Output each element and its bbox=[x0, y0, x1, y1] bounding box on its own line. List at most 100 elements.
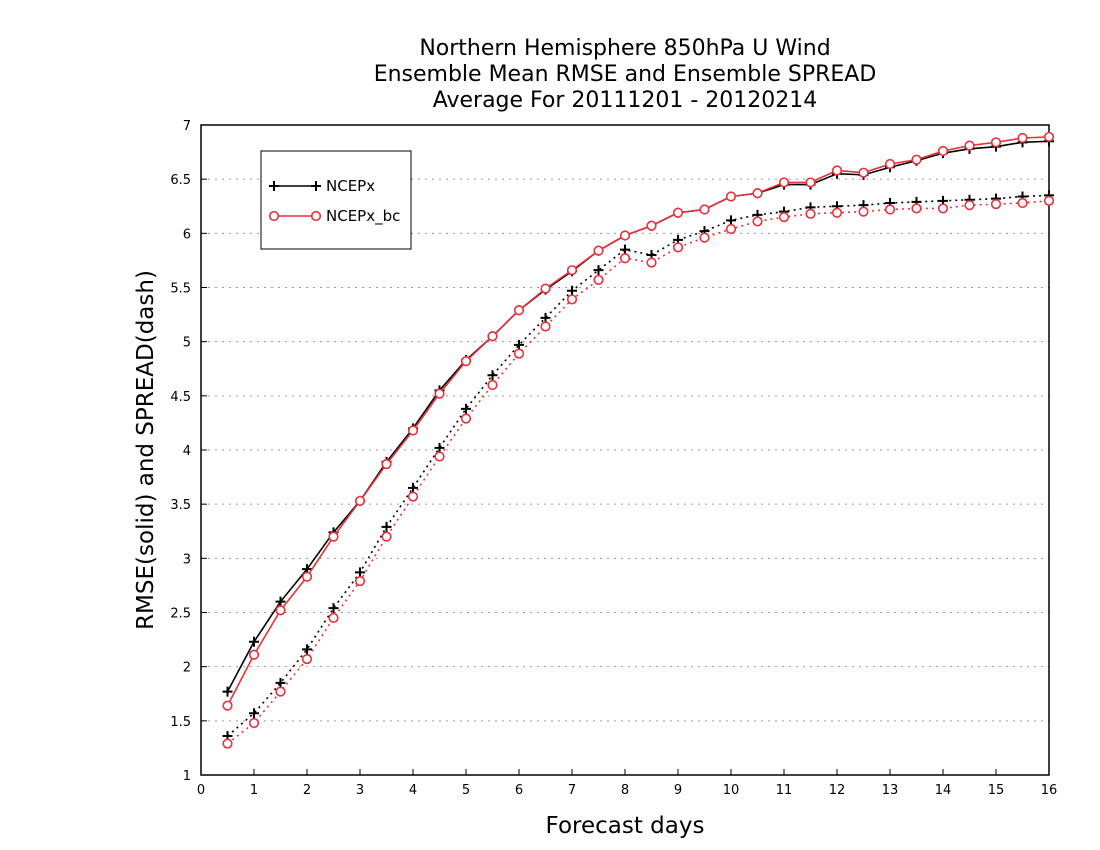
point-ncepx-spread-15 bbox=[620, 244, 630, 255]
x-tick-label-12: 12 bbox=[829, 783, 846, 798]
x-tick-label-11: 11 bbox=[776, 783, 793, 798]
point-ncepx-bc-rmse-26 bbox=[911, 154, 922, 165]
point-ncepx-spread-10 bbox=[487, 370, 498, 381]
point-ncepx-bc-rmse-2 bbox=[275, 605, 286, 616]
point-ncepx-bc-rmse-4 bbox=[328, 531, 339, 542]
x-axis-title: Forecast days bbox=[546, 813, 705, 839]
x-tick-label-3: 3 bbox=[356, 783, 364, 798]
point-ncepx-bc-rmse-18 bbox=[699, 204, 710, 215]
legend-marker-left-0 bbox=[269, 181, 279, 191]
point-ncepx-bc-spread-26 bbox=[911, 203, 922, 214]
point-ncepx-spread-5 bbox=[355, 567, 365, 578]
point-ncepx-spread-3 bbox=[302, 644, 312, 655]
x-tick-label-16: 16 bbox=[1041, 783, 1058, 798]
point-ncepx-bc-spread-0 bbox=[222, 738, 233, 749]
point-ncepx-bc-rmse-7 bbox=[407, 425, 419, 436]
point-ncepx-bc-spread-2 bbox=[275, 686, 286, 697]
point-ncepx-bc-spread-5 bbox=[354, 575, 366, 587]
y-tick-label-7: 4.5 bbox=[170, 390, 191, 405]
point-ncepx-bc-spread-25 bbox=[884, 204, 896, 215]
legend-label-0: NCEPx bbox=[326, 177, 375, 195]
y-tick-label-5: 3.5 bbox=[170, 498, 191, 513]
point-ncepx-bc-spread-31 bbox=[1043, 195, 1055, 206]
point-ncepx-bc-spread-7 bbox=[407, 491, 419, 502]
point-ncepx-spread-19 bbox=[726, 215, 736, 226]
point-ncepx-bc-spread-17 bbox=[672, 242, 684, 253]
x-tick-label-10: 10 bbox=[723, 783, 740, 798]
legend-box bbox=[260, 150, 412, 250]
point-ncepx-bc-spread-15 bbox=[619, 253, 631, 264]
point-ncepx-bc-spread-16 bbox=[646, 257, 657, 268]
legend-label-1: NCEPx_bc bbox=[326, 207, 400, 226]
y-tick-label-11: 6.5 bbox=[170, 173, 191, 188]
point-ncepx-bc-spread-1 bbox=[248, 717, 260, 729]
x-tick-label-5: 5 bbox=[462, 783, 470, 798]
point-ncepx-bc-rmse-24 bbox=[858, 167, 869, 178]
y-tick-label-2: 2 bbox=[183, 661, 191, 676]
x-tick-label-9: 9 bbox=[674, 783, 682, 798]
series-line-ncepx-bc-spread bbox=[227, 200, 1050, 745]
point-ncepx-bc-spread-14 bbox=[593, 274, 604, 286]
point-ncepx-spread-1 bbox=[249, 708, 259, 719]
point-ncepx-bc-rmse-23 bbox=[831, 165, 843, 176]
point-ncepx-bc-rmse-25 bbox=[884, 158, 896, 170]
point-ncepx-bc-rmse-30 bbox=[1017, 132, 1028, 144]
point-ncepx-bc-spread-22 bbox=[805, 208, 816, 219]
point-ncepx-bc-spread-23 bbox=[831, 207, 843, 218]
point-ncepx-bc-spread-3 bbox=[301, 653, 313, 665]
point-ncepx-bc-spread-29 bbox=[990, 198, 1002, 210]
point-ncepx-bc-rmse-17 bbox=[672, 207, 684, 218]
x-tick-label-4: 4 bbox=[409, 783, 417, 798]
point-ncepx-spread-12 bbox=[540, 312, 551, 323]
point-ncepx-spread-11 bbox=[514, 339, 524, 350]
series-ncepx-bc-rmse bbox=[222, 131, 1055, 711]
series-group bbox=[222, 131, 1055, 749]
legend-item-1: NCEPx_bc bbox=[268, 207, 400, 226]
point-ncepx-spread-14 bbox=[593, 265, 604, 276]
x-tick-label-14: 14 bbox=[935, 783, 952, 798]
point-ncepx-bc-rmse-16 bbox=[646, 220, 657, 231]
point-ncepx-bc-rmse-1 bbox=[248, 649, 260, 660]
x-tick-label-13: 13 bbox=[882, 783, 899, 798]
y-tick-label-3: 2.5 bbox=[170, 607, 191, 622]
point-ncepx-bc-spread-20 bbox=[752, 216, 763, 227]
y-tick-label-0: 1 bbox=[183, 769, 191, 784]
point-ncepx-bc-spread-6 bbox=[381, 531, 392, 542]
y-axis-title: RMSE(solid) and SPREAD(dash) bbox=[133, 270, 159, 630]
point-ncepx-bc-rmse-19 bbox=[725, 191, 737, 202]
series-ncepx-bc-spread bbox=[222, 195, 1055, 749]
x-tick-label-8: 8 bbox=[621, 783, 629, 798]
point-ncepx-bc-rmse-27 bbox=[937, 145, 949, 157]
point-ncepx-bc-rmse-22 bbox=[805, 177, 816, 188]
x-tick-label-1: 1 bbox=[250, 783, 258, 798]
point-ncepx-spread-8 bbox=[434, 442, 445, 453]
point-ncepx-bc-rmse-31 bbox=[1043, 131, 1055, 143]
point-ncepx-rmse-2 bbox=[275, 596, 286, 607]
series-line-ncepx-spread bbox=[226, 194, 1050, 737]
point-ncepx-bc-spread-18 bbox=[699, 232, 710, 243]
x-tick-label-6: 6 bbox=[515, 783, 523, 798]
x-tick-label-7: 7 bbox=[568, 783, 576, 798]
point-ncepx-bc-rmse-15 bbox=[619, 230, 631, 241]
point-ncepx-spread-4 bbox=[328, 603, 339, 614]
legend-marker-right-0 bbox=[311, 181, 321, 191]
point-ncepx-bc-spread-11 bbox=[513, 348, 525, 359]
point-ncepx-rmse-1 bbox=[249, 636, 259, 647]
y-tick-label-6: 4 bbox=[183, 444, 191, 459]
point-ncepx-bc-spread-12 bbox=[540, 321, 551, 332]
point-ncepx-bc-spread-24 bbox=[858, 206, 869, 217]
point-ncepx-rmse-0 bbox=[222, 686, 233, 697]
point-ncepx-bc-rmse-21 bbox=[778, 177, 790, 188]
y-tick-label-8: 5 bbox=[183, 336, 191, 351]
point-ncepx-bc-rmse-3 bbox=[301, 571, 313, 582]
chart-title-line-2: Ensemble Mean RMSE and Ensemble SPREAD bbox=[373, 62, 877, 87]
point-ncepx-bc-spread-19 bbox=[725, 223, 737, 235]
point-ncepx-spread-13 bbox=[567, 285, 577, 296]
point-ncepx-spread-6 bbox=[381, 521, 392, 532]
point-ncepx-spread-2 bbox=[275, 677, 286, 688]
y-tick-label-12: 7 bbox=[183, 119, 191, 134]
point-ncepx-spread-7 bbox=[408, 482, 418, 493]
legend-item-0: NCEPx bbox=[269, 177, 375, 195]
point-ncepx-bc-spread-30 bbox=[1017, 197, 1028, 209]
